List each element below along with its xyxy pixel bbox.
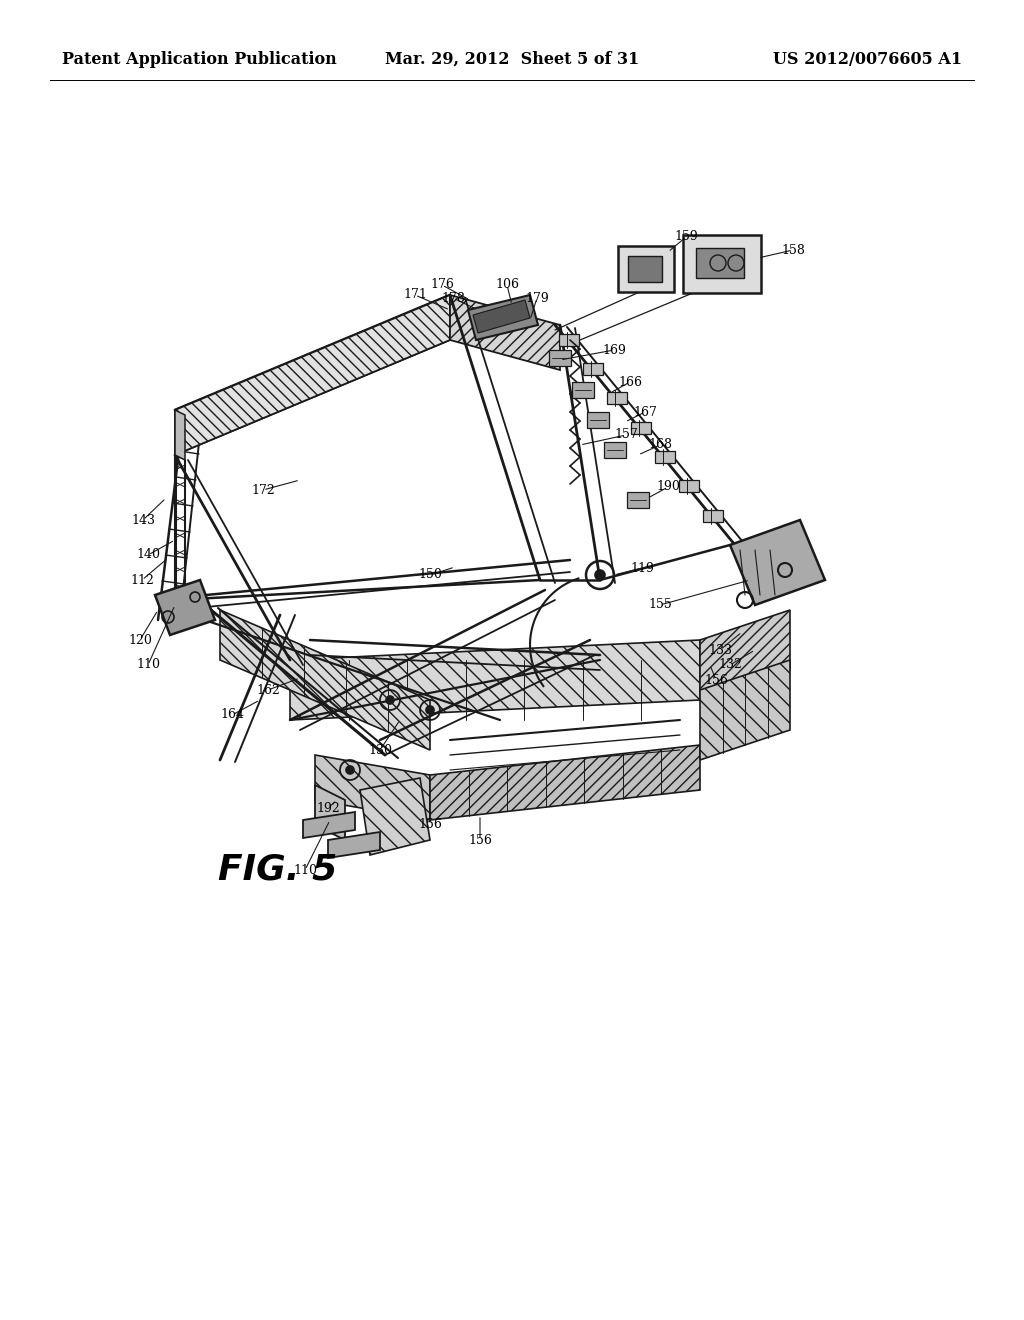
Text: 172: 172: [251, 483, 274, 496]
FancyBboxPatch shape: [572, 381, 594, 399]
FancyBboxPatch shape: [549, 350, 571, 366]
FancyBboxPatch shape: [631, 421, 651, 434]
Polygon shape: [175, 411, 185, 459]
Text: 130: 130: [368, 743, 392, 756]
FancyBboxPatch shape: [683, 235, 761, 293]
Text: 119: 119: [630, 561, 654, 574]
Text: 162: 162: [256, 684, 280, 697]
Text: 169: 169: [602, 343, 626, 356]
FancyBboxPatch shape: [559, 334, 579, 346]
Text: 155: 155: [648, 598, 672, 611]
Text: 106: 106: [495, 279, 519, 292]
Polygon shape: [700, 610, 790, 700]
Text: 164: 164: [220, 709, 244, 722]
FancyBboxPatch shape: [628, 256, 662, 282]
Text: 192: 192: [316, 801, 340, 814]
Polygon shape: [220, 610, 430, 750]
Text: 168: 168: [648, 438, 672, 451]
Text: 178: 178: [441, 292, 465, 305]
Polygon shape: [175, 294, 450, 455]
Text: 132: 132: [718, 659, 742, 672]
Text: 176: 176: [430, 279, 454, 292]
Text: FIG. 5: FIG. 5: [218, 853, 337, 887]
Polygon shape: [155, 579, 215, 635]
Polygon shape: [700, 660, 790, 760]
Text: 166: 166: [618, 375, 642, 388]
Text: 110: 110: [293, 863, 317, 876]
Polygon shape: [303, 812, 355, 838]
FancyBboxPatch shape: [583, 363, 603, 375]
FancyBboxPatch shape: [587, 412, 609, 428]
Polygon shape: [315, 785, 345, 840]
Text: 157: 157: [614, 429, 638, 441]
Polygon shape: [730, 520, 825, 605]
Text: 156: 156: [468, 833, 492, 846]
Text: 167: 167: [633, 405, 657, 418]
Circle shape: [346, 766, 354, 774]
Polygon shape: [450, 294, 560, 370]
FancyBboxPatch shape: [703, 510, 723, 521]
Polygon shape: [315, 755, 430, 820]
Text: Patent Application Publication: Patent Application Publication: [62, 51, 337, 69]
FancyBboxPatch shape: [604, 442, 626, 458]
Polygon shape: [430, 744, 700, 820]
Text: 112: 112: [130, 573, 154, 586]
Text: 156: 156: [705, 673, 728, 686]
FancyBboxPatch shape: [627, 492, 649, 508]
Text: 120: 120: [128, 634, 152, 647]
Text: 150: 150: [418, 569, 442, 582]
Text: US 2012/0076605 A1: US 2012/0076605 A1: [773, 51, 962, 69]
Polygon shape: [328, 832, 380, 858]
Polygon shape: [360, 777, 430, 855]
Circle shape: [426, 706, 434, 714]
Text: 159: 159: [674, 231, 698, 243]
Text: 133: 133: [708, 644, 732, 656]
Polygon shape: [468, 294, 538, 341]
Circle shape: [595, 570, 605, 579]
FancyBboxPatch shape: [696, 248, 744, 279]
Text: 158: 158: [781, 243, 805, 256]
Text: 140: 140: [136, 549, 160, 561]
FancyBboxPatch shape: [607, 392, 627, 404]
Text: 143: 143: [131, 513, 155, 527]
Text: 110: 110: [136, 659, 160, 672]
Text: 171: 171: [403, 289, 427, 301]
Text: 156: 156: [418, 818, 442, 832]
FancyBboxPatch shape: [655, 451, 675, 463]
Polygon shape: [290, 640, 700, 719]
Text: Mar. 29, 2012  Sheet 5 of 31: Mar. 29, 2012 Sheet 5 of 31: [385, 51, 639, 69]
Text: 179: 179: [525, 292, 549, 305]
FancyBboxPatch shape: [679, 480, 699, 492]
FancyBboxPatch shape: [618, 246, 674, 292]
Circle shape: [386, 696, 394, 704]
Polygon shape: [473, 300, 530, 333]
Text: 190: 190: [656, 480, 680, 494]
